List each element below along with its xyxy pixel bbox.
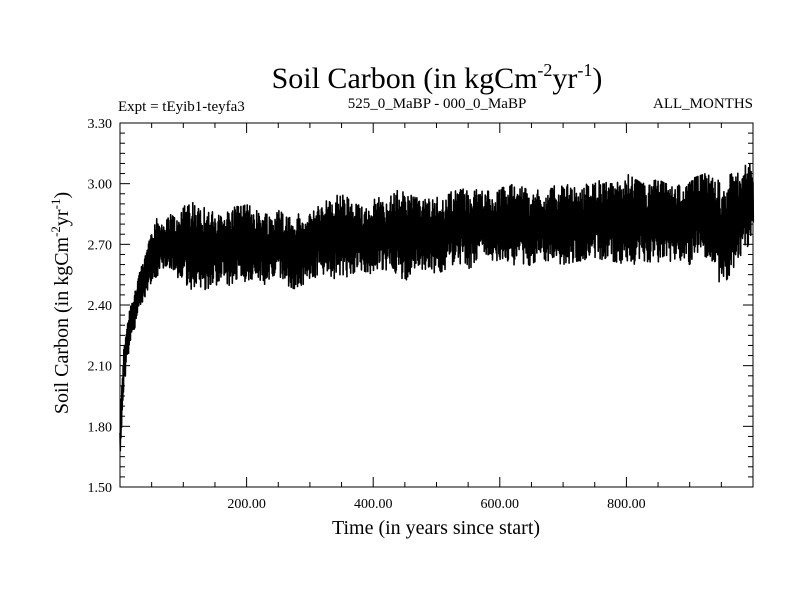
x-tick-labels: 200.00 400.00 600.00 800.00: [227, 497, 645, 512]
y-axis-label-exp2: -1: [48, 199, 63, 210]
y-axis-label-main: Soil Carbon (in kgCm: [51, 236, 73, 414]
y-tick-label: 2.70: [88, 238, 113, 253]
plot-frame: [119, 122, 754, 488]
chart-title-exp2: -1: [577, 60, 592, 80]
chart-title-end: ): [592, 62, 602, 95]
y-tick-label: 1.50: [88, 481, 113, 496]
y-tick-label: 2.10: [88, 360, 113, 375]
y-tick-labels: 1.50 1.80 2.10 2.40 2.70 3.00 3.30: [88, 117, 113, 496]
y-axis-label-mid: yr: [51, 209, 73, 226]
subtitle-period: 525_0_MaBP - 000_0_MaBP: [348, 96, 527, 112]
y-axis-label: Soil Carbon (in kgCm-2yr-1): [48, 192, 73, 414]
subtitle-experiment: Expt = tEyib1-teyfa3: [118, 99, 245, 115]
x-tick-label: 600.00: [481, 497, 520, 512]
series-layer: [119, 163, 755, 452]
y-tick-label: 3.30: [88, 117, 113, 132]
y-tick-label: 2.40: [88, 299, 113, 314]
y-axis-label-exp1: -2: [48, 226, 63, 237]
x-axis-label: Time (in years since start): [332, 517, 540, 539]
subtitle-months: ALL_MONTHS: [653, 96, 753, 112]
chart-title-mid: yr: [552, 62, 577, 95]
minor-ticks: [120, 123, 753, 487]
x-tick-label: 200.00: [227, 497, 266, 512]
y-tick-label: 3.00: [88, 178, 113, 193]
chart-title: Soil Carbon (in kgCm-2yr-1): [272, 60, 603, 95]
y-axis-label-end: ): [51, 192, 73, 199]
x-tick-label: 400.00: [354, 497, 393, 512]
x-tick-label: 800.00: [607, 497, 646, 512]
y-tick-label: 1.80: [88, 420, 113, 435]
major-ticks: [120, 122, 753, 488]
series-line-0: [119, 163, 755, 452]
chart-title-main: Soil Carbon (in kgCm: [272, 62, 538, 95]
chart-title-exp1: -2: [537, 60, 552, 80]
